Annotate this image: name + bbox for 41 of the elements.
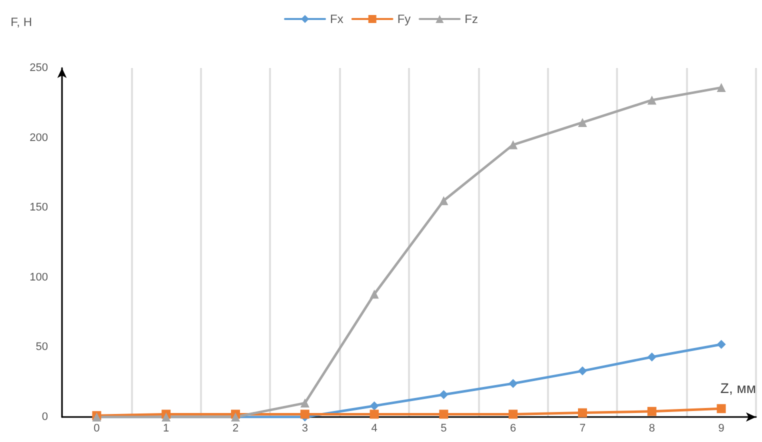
legend-label: Fy: [397, 12, 411, 26]
x-tick-label: 5: [440, 422, 447, 434]
legend-label: Fx: [330, 12, 344, 26]
point: [370, 410, 379, 419]
point: [647, 352, 656, 362]
x-tick-label: 7: [579, 422, 586, 434]
point: [578, 118, 587, 127]
point: [716, 83, 726, 92]
legend-label: Fz: [464, 12, 478, 26]
point: [647, 406, 656, 416]
point: [508, 410, 518, 419]
y-tick-label: 200: [30, 132, 48, 144]
y-axis-title: F, H: [10, 15, 32, 29]
x-tick-label: 6: [510, 422, 516, 434]
x-tick-label: 9: [718, 422, 724, 434]
point: [647, 96, 656, 105]
x-tick-label: 8: [648, 422, 655, 434]
point: [578, 408, 587, 418]
x-tick-label: 2: [232, 422, 239, 434]
y-tick-label: 0: [42, 411, 48, 423]
x-tick-label: 4: [371, 422, 378, 434]
y-tick-label: 150: [30, 202, 48, 214]
point: [370, 290, 379, 299]
point: [508, 378, 518, 388]
x-tick-label: 3: [302, 422, 308, 434]
y-tick-label: 50: [36, 341, 48, 354]
point: [439, 196, 448, 206]
point: [716, 404, 726, 414]
point: [300, 410, 310, 419]
point: [370, 401, 379, 410]
x-axis-title: Z, мм: [720, 380, 756, 396]
point: [300, 398, 310, 408]
x-tick-label: 0: [94, 422, 100, 434]
point: [439, 390, 448, 400]
y-tick-label: 100: [30, 271, 48, 284]
point: [439, 410, 448, 419]
x-tick-label: 1: [163, 422, 170, 434]
point: [716, 340, 726, 349]
point: [508, 140, 518, 150]
point: [578, 366, 587, 376]
y-tick-label: 250: [30, 62, 48, 74]
